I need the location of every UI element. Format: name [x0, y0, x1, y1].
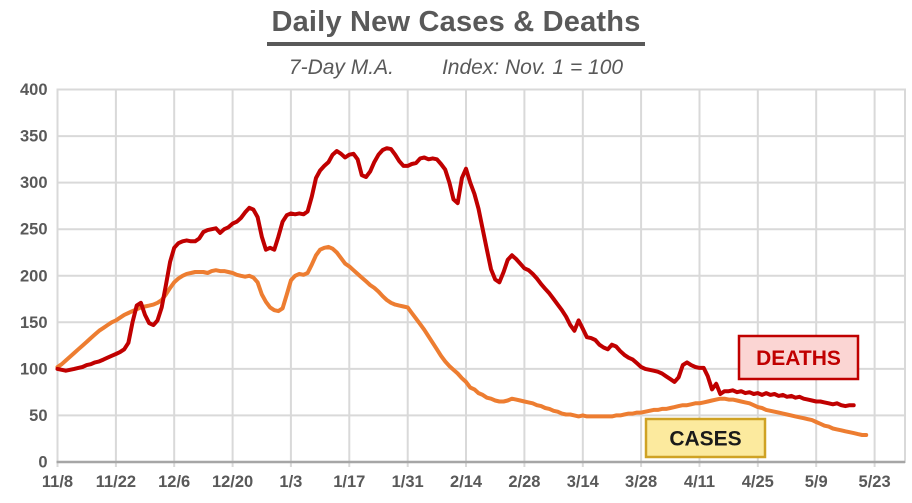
x-tick-label: 4/25: [742, 473, 774, 491]
chart-subtitle: 7-Day M.A. Index: Nov. 1 = 100: [0, 56, 912, 80]
x-tick-label: 1/31: [392, 473, 424, 491]
x-tick-label: 4/11: [684, 473, 715, 491]
subtitle-index: Index: Nov. 1 = 100: [441, 56, 624, 79]
x-tick-label: 11/8: [42, 473, 73, 491]
x-tick-label: 2/14: [450, 473, 483, 491]
deaths-label: DEATHS: [756, 347, 841, 370]
y-tick-label: 250: [20, 221, 48, 239]
y-tick-label: 0: [38, 454, 47, 472]
deaths-line: [55, 146, 856, 409]
y-tick-label: 150: [20, 314, 48, 332]
y-tick-label: 350: [20, 128, 48, 146]
subtitle-ma: 7-Day M.A.: [288, 56, 394, 79]
title-row: Daily New Cases & Deaths: [0, 6, 912, 46]
x-tick-label: 3/14: [567, 473, 600, 491]
x-tick-label: 2/28: [508, 473, 540, 491]
x-tick-label: 3/28: [625, 473, 657, 491]
y-tick-label: 100: [20, 360, 48, 378]
y-tick-label: 400: [20, 81, 48, 99]
x-tick-label: 12/6: [158, 473, 190, 491]
chart-title: Daily New Cases & Deaths: [267, 6, 645, 46]
x-tick-label: 5/23: [859, 473, 891, 491]
x-tick-label: 11/22: [96, 473, 136, 491]
cases-label: CASES: [669, 428, 741, 451]
cases-line: [55, 244, 869, 437]
x-tick-label: 12/20: [212, 473, 253, 491]
deaths-label-box: [737, 334, 860, 381]
cases-label-box: [644, 417, 767, 459]
y-tick-label: 200: [20, 267, 48, 285]
x-tick-label: 5/9: [805, 473, 828, 491]
y-tick-label: 300: [20, 174, 48, 192]
x-tick-label: 1/3: [279, 473, 302, 491]
x-tick-label: 1/17: [333, 473, 365, 491]
y-tick-label: 50: [29, 407, 47, 425]
